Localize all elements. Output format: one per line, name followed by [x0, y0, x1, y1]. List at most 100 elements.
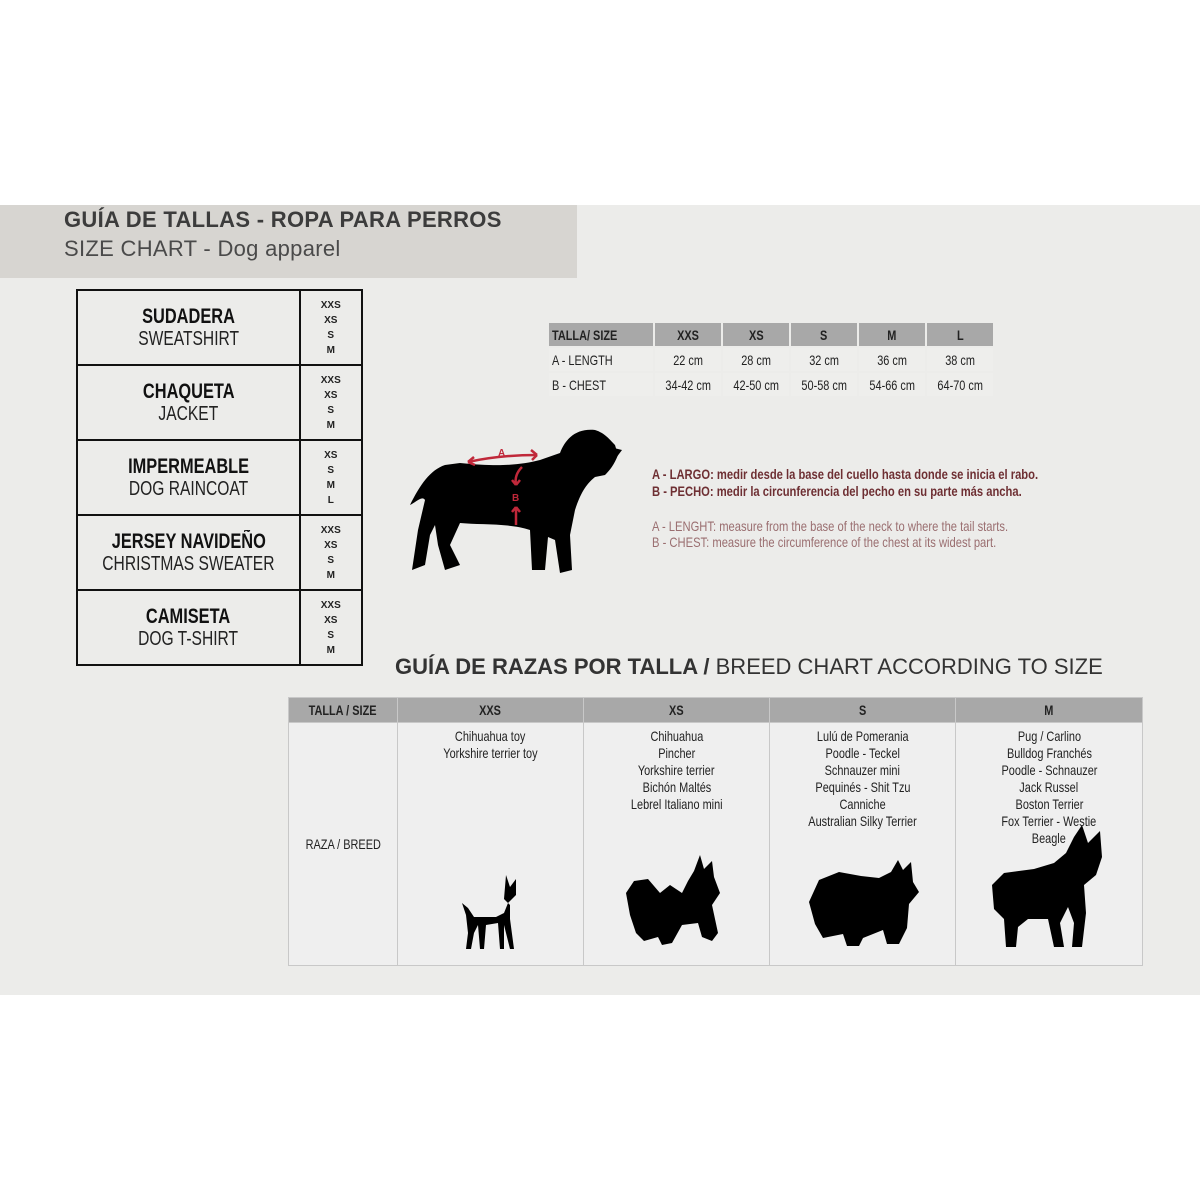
french-bulldog-silhouette-icon	[992, 825, 1102, 947]
breed-name: Pequinés - Shit Tzu	[814, 779, 911, 795]
cell: 54-66 cm	[869, 376, 915, 393]
breed-name: Australian Silky Terrier	[808, 813, 917, 829]
size-label: XS	[324, 389, 338, 401]
breed-name: Poodle - Teckel	[825, 745, 900, 761]
size-label: S	[327, 554, 335, 566]
cell: 50-58 cm	[801, 376, 847, 393]
garment-name-en: SWEATSHIRT	[137, 327, 239, 350]
size-label: M	[326, 569, 335, 581]
garment-name-en: DOG T-SHIRT	[138, 627, 239, 650]
garment-name-cell: SUDADERA SWEATSHIRT	[76, 289, 301, 366]
header-cell: XXS	[479, 702, 502, 718]
size-label: XS	[324, 614, 338, 626]
cell: 38 cm	[945, 351, 975, 368]
breed-name: Pug / Carlino	[1017, 728, 1081, 744]
size-label: M	[326, 479, 335, 491]
instruction-es-b: B - PECHO: medir la circunferencia del p…	[652, 483, 1022, 499]
breed-name: Pincher	[657, 745, 696, 761]
header-cell: M	[1044, 702, 1054, 718]
cell: 34-42 cm	[665, 376, 711, 393]
cell: 42-50 cm	[733, 376, 779, 393]
breed-name: Yorkshire terrier toy	[443, 745, 538, 761]
cell: 28 cm	[741, 351, 771, 368]
size-label: S	[327, 329, 335, 341]
size-label: XXS	[320, 524, 341, 536]
breed-name: Bulldog Franchés	[1006, 745, 1092, 761]
garment-table: SUDADERA SWEATSHIRT XXS XS S M CHAQUETA JACKET X…	[76, 289, 363, 666]
garment-row: CHAQUETA JACKET XXS XS S M	[76, 364, 363, 441]
chihuahua-silhouette-icon	[461, 875, 516, 949]
header-cell: L	[956, 326, 964, 343]
garment-sizes-cell: XS S M L	[298, 439, 363, 516]
chest-row: B - CHEST 34-42 cm 42-50 cm 50-58 cm 54-…	[549, 373, 993, 396]
breed-table: TALLA / SIZE XXS XS S M RAZA / BREED Chi…	[288, 697, 1143, 966]
instruction-en-a: A - LENGHT: measure from the base of the…	[652, 518, 1009, 534]
row-label: A - LENGTH	[552, 351, 613, 368]
pomeranian-silhouette-icon	[625, 855, 720, 945]
breed-name: Schnauzer mini	[824, 762, 901, 778]
size-label: L	[327, 494, 334, 506]
garment-sizes-cell: XXS XS S M	[298, 289, 363, 366]
header-cell: S	[858, 702, 867, 718]
size-label: XS	[324, 449, 338, 461]
size-label: S	[327, 464, 335, 476]
size-label: M	[326, 644, 335, 656]
garment-name-cell: CHAQUETA JACKET	[76, 364, 301, 441]
spitz-silhouette-icon	[808, 860, 919, 946]
size-label: M	[326, 344, 335, 356]
measurement-table: TALLA/ SIZE XXS XS S M L A - LENGTH 22 c…	[547, 321, 995, 398]
garment-row: CAMISETA DOG T-SHIRT XXS XS S M	[76, 589, 363, 666]
garment-sizes-cell: XXS XS S M	[298, 364, 363, 441]
size-label: XXS	[320, 299, 341, 311]
garment-sizes-cell: XXS XS S M	[298, 589, 363, 666]
title-box	[0, 205, 577, 278]
breed-header-row: TALLA / SIZE XXS XS S M	[288, 697, 1143, 723]
garment-name-cell: IMPERMEABLE DOG RAINCOAT	[76, 439, 301, 516]
breed-name: Chihuahua	[650, 728, 703, 744]
breed-name: Poodle - Schnauzer	[1001, 762, 1097, 778]
breed-name: Fox Terrier - Westie	[1001, 813, 1097, 829]
header-cell: M	[887, 326, 897, 343]
cell: 22 cm	[673, 351, 703, 368]
breed-name: Bichón Maltés	[642, 779, 711, 795]
garment-name-cell: CAMISETA DOG T-SHIRT	[76, 589, 301, 666]
label-a: A	[498, 448, 505, 459]
garment-name-es: CAMISETA	[146, 604, 231, 628]
dog-silhouette-icon	[410, 429, 618, 573]
header-cell: TALLA/ SIZE	[552, 326, 618, 343]
dog-measurement-diagram: A B	[410, 429, 622, 573]
breed-name: Canniche	[839, 796, 886, 812]
length-row: A - LENGTH 22 cm 28 cm 32 cm 36 cm 38 cm	[549, 348, 993, 371]
label-b: B	[512, 493, 519, 504]
garment-name-es: CHAQUETA	[142, 379, 235, 403]
size-label: XXS	[320, 374, 341, 386]
breed-name: Lulú de Pomerania	[816, 728, 909, 744]
page-subtitle: SIZE CHART - Dog apparel	[64, 236, 341, 261]
garment-name-es: JERSEY NAVIDEÑO	[111, 529, 266, 553]
page-title: GUÍA DE TALLAS - ROPA PARA PERROS	[64, 207, 502, 232]
garment-row: IMPERMEABLE DOG RAINCOAT XS S M L	[76, 439, 363, 516]
size-label: S	[327, 404, 335, 416]
row-label: RAZA / BREED	[305, 835, 381, 852]
header-cell: S	[820, 326, 828, 343]
breed-name: Boston Terrier	[1015, 796, 1083, 812]
size-label: XXS	[320, 599, 341, 611]
garment-sizes-cell: XXS XS S M	[298, 514, 363, 591]
row-label: B - CHEST	[552, 376, 607, 393]
size-label: S	[327, 629, 335, 641]
cell: 64-70 cm	[937, 376, 983, 393]
header-cell: XS	[669, 702, 684, 718]
garment-name-en: JACKET	[158, 402, 219, 425]
breed-name: Yorkshire terrier	[638, 762, 715, 778]
garment-row: SUDADERA SWEATSHIRT XXS XS S M	[76, 289, 363, 366]
instruction-en-b: B - CHEST: measure the circumference of …	[652, 534, 997, 550]
garment-name-en: CHRISTMAS SWEATER	[102, 552, 275, 575]
header-cell: XXS	[677, 326, 699, 343]
garment-name-es: IMPERMEABLE	[127, 454, 249, 478]
cell: 32 cm	[809, 351, 839, 368]
size-label: XS	[324, 539, 338, 551]
size-label: M	[326, 419, 335, 431]
breed-row: RAZA / BREED Chihuahua toy Yorkshire terr…	[288, 722, 1143, 966]
header-cell: TALLA / SIZE	[309, 702, 377, 718]
garment-name-cell: JERSEY NAVIDEÑO CHRISTMAS SWEATER	[76, 514, 301, 591]
